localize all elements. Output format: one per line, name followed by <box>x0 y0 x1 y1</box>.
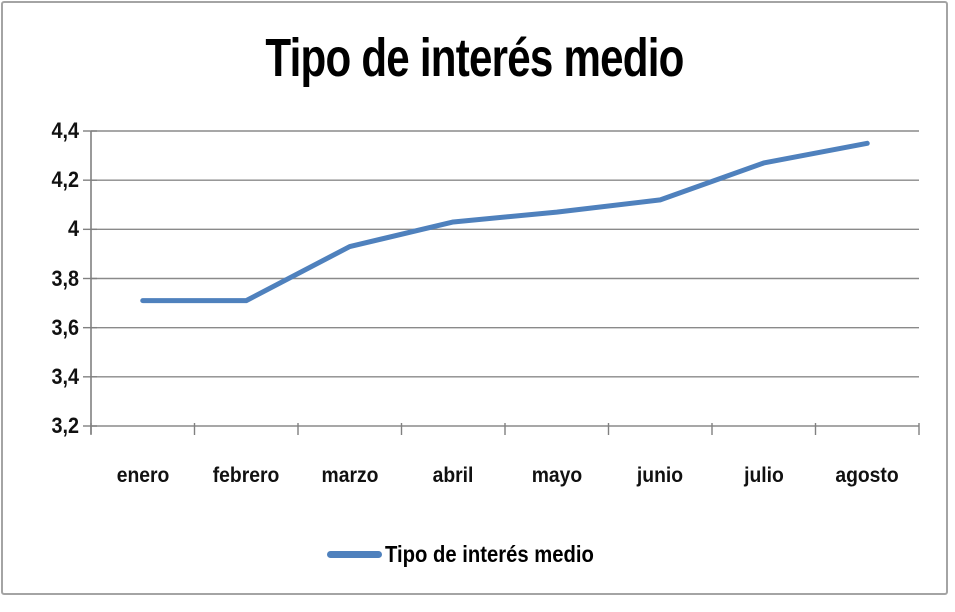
y-tick-label: 3,8 <box>51 265 79 291</box>
plot-area <box>83 130 920 435</box>
x-tick-label: junio <box>637 464 684 487</box>
x-tick-label: julio <box>743 464 784 487</box>
y-tick-label: 4,4 <box>51 118 79 143</box>
legend: Tipo de interés medio <box>3 539 946 569</box>
x-tick-label: abril <box>432 464 474 487</box>
x-tick-label: enero <box>116 464 170 487</box>
legend-label: Tipo de interés medio <box>384 540 594 567</box>
x-tick-label: febrero <box>212 464 280 487</box>
x-tick-label: marzo <box>321 464 379 487</box>
legend-line-swatch <box>326 550 382 558</box>
data-line <box>140 140 870 304</box>
y-tick-label: 3,4 <box>51 363 79 389</box>
chart-frame: Tipo de interés medio 3,2 3,4 3,6 3,8 4 4,2 4,… <box>1 1 948 595</box>
y-tick-label: 3,6 <box>51 314 79 340</box>
x-tick-label: agosto <box>835 464 899 487</box>
y-tick-label: 3,2 <box>51 413 79 438</box>
y-tick-label: 4,2 <box>51 167 79 193</box>
chart-title: Tipo de interés medio <box>265 28 684 88</box>
y-tick-label: 4 <box>67 216 79 242</box>
x-tick-label: mayo <box>531 464 582 487</box>
